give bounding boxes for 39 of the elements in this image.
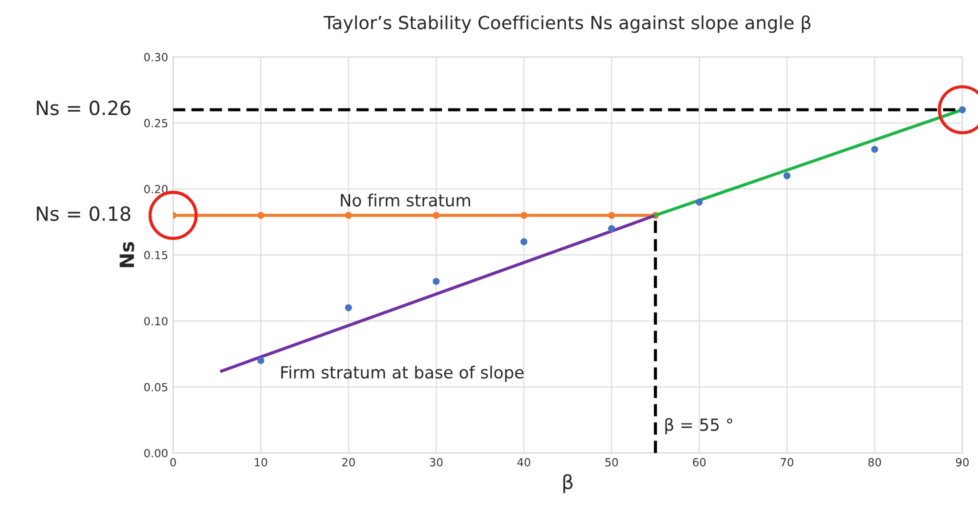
x-tick-label: 20: [342, 458, 355, 466]
x-tick-label: 80: [868, 458, 881, 466]
point: [257, 212, 264, 219]
x-tick-label: 50: [605, 458, 618, 466]
point: [345, 304, 352, 312]
point: [608, 212, 616, 219]
point: [958, 106, 966, 114]
point: [432, 212, 440, 219]
x-tick-label: 70: [780, 458, 794, 466]
y-tick-label: 0.00: [144, 448, 168, 458]
x-axis-title: β: [563, 474, 573, 494]
y-tick-label: 0.30: [144, 52, 168, 62]
y-tick-label: 0.15: [144, 250, 168, 260]
point: [871, 146, 878, 153]
y-tick-label: 0.20: [144, 184, 168, 194]
annotation: Firm stratum at base of slope: [281, 366, 524, 382]
annotation: No firm stratum: [340, 194, 470, 207]
text: Ns = 0.18: [36, 206, 130, 221]
point: [257, 357, 264, 364]
point: [608, 225, 616, 232]
annotation: β = 55 °: [665, 418, 732, 434]
x-tick-label: 30: [430, 458, 443, 466]
point: [345, 212, 352, 219]
y-tick-label: 0.25: [144, 118, 168, 128]
x-tick-label: 40: [517, 458, 530, 466]
point: [432, 278, 440, 285]
y-tick-label: 0.05: [144, 382, 168, 392]
text: Ns = 0.26: [36, 100, 130, 116]
x-tick-label: 90: [956, 458, 969, 466]
x-tick-label: 0: [170, 458, 176, 466]
point: [783, 172, 790, 180]
y-tick-label: 0.10: [144, 316, 168, 326]
point: [520, 212, 528, 219]
point: [696, 198, 703, 206]
y-axis-title: Ns: [120, 242, 134, 268]
x-tick-label: 10: [254, 458, 268, 466]
chart-title: Taylor’s Stability Coefficients Ns against slope angle β: [324, 15, 810, 33]
x-tick-label: 60: [692, 458, 706, 466]
point: [520, 238, 528, 246]
